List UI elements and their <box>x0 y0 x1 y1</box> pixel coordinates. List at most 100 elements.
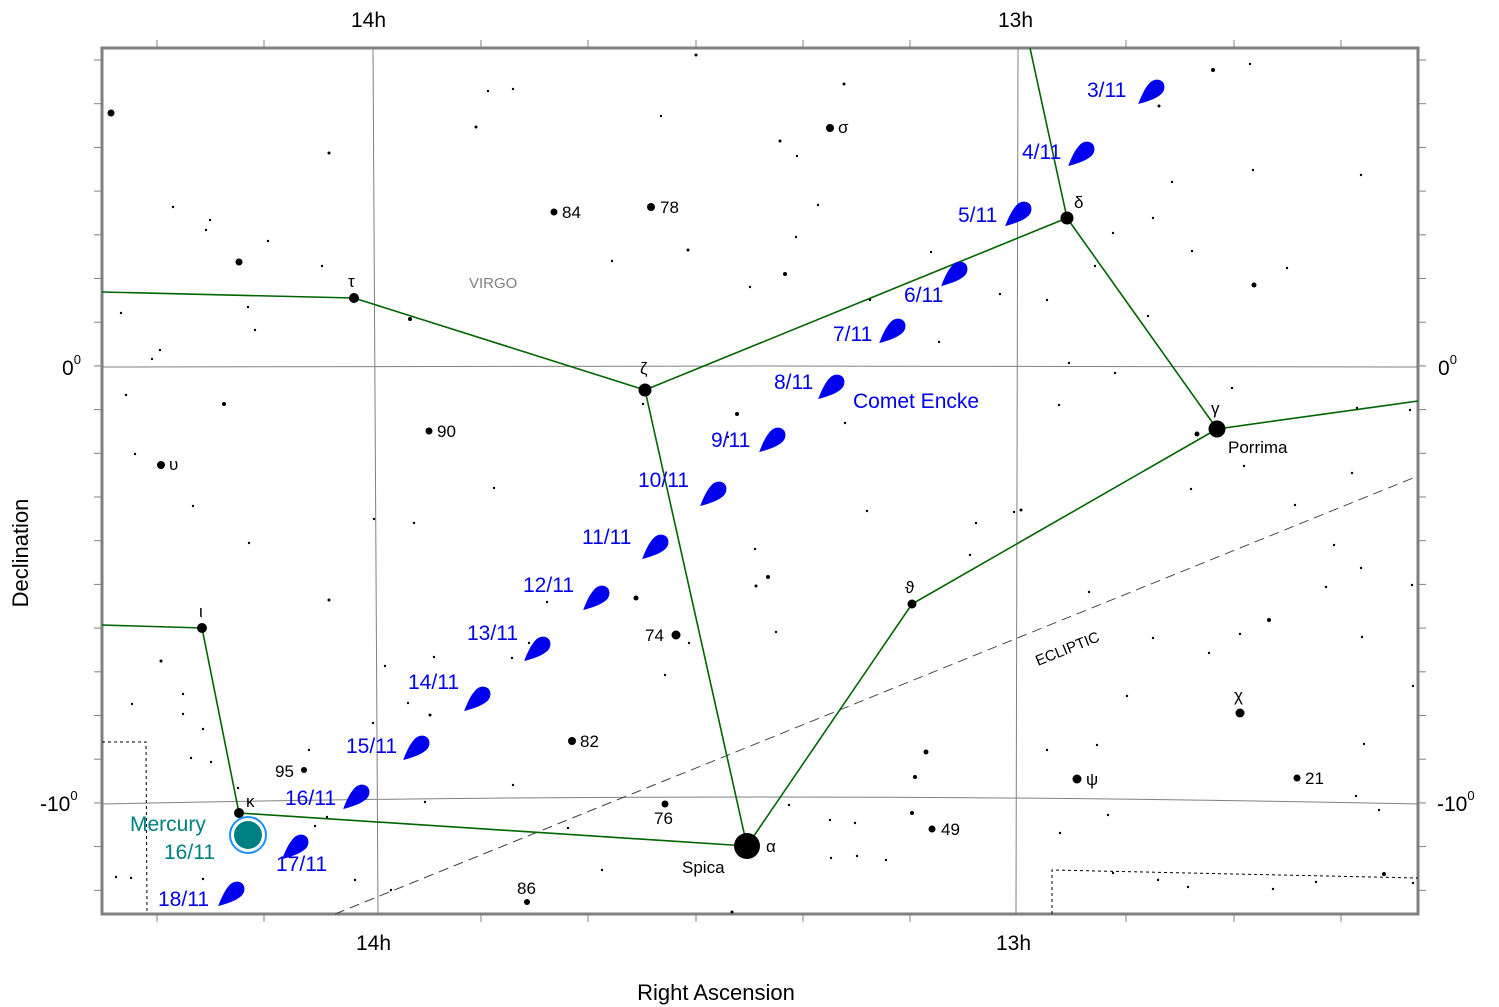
ra-label-14h-bottom: 14h <box>356 932 391 955</box>
field-star <box>1242 464 1246 468</box>
label-90: 90 <box>437 422 456 441</box>
comet-marker <box>1005 201 1032 227</box>
constellation-boundaries <box>102 741 1419 915</box>
field-star <box>1211 68 1215 72</box>
star-84 <box>550 208 558 216</box>
dec-label-0-right: 00 <box>1438 352 1457 380</box>
field-star <box>968 553 972 557</box>
field-star <box>1267 618 1271 622</box>
label-tau: τ <box>348 272 355 291</box>
label-delta: δ <box>1074 193 1083 212</box>
field-star <box>1194 431 1200 437</box>
comet-date-label: 8/11 <box>774 371 813 394</box>
label-76: 76 <box>654 809 673 828</box>
label-zeta: ζ <box>640 359 648 378</box>
field-star <box>527 641 531 645</box>
field-star <box>171 205 175 209</box>
star-psi <box>1072 774 1082 784</box>
field-star <box>1411 881 1415 885</box>
star-21 <box>1293 774 1301 782</box>
star-alpha <box>734 833 760 859</box>
field-star <box>1324 585 1328 589</box>
label-21: 21 <box>1305 769 1324 788</box>
field-star <box>600 868 604 872</box>
dec-grid-minus10 <box>101 796 1419 805</box>
label-chi: χ <box>1234 686 1243 705</box>
comet-date-label: 7/11 <box>833 323 872 346</box>
field-star <box>1156 878 1160 882</box>
label-porrima: Porrima <box>1228 438 1288 457</box>
chart-frame <box>100 46 1420 916</box>
field-star <box>1230 386 1234 390</box>
field-star <box>150 357 154 361</box>
comet-date-label: 17/11 <box>276 853 327 876</box>
field-star <box>633 595 639 601</box>
star-chi <box>1235 708 1245 718</box>
field-star <box>253 328 257 332</box>
field-star <box>923 749 929 755</box>
field-star <box>659 114 663 118</box>
comet-icon <box>524 636 551 662</box>
field-star <box>913 775 917 779</box>
field-star <box>828 818 832 822</box>
field-star <box>371 721 375 725</box>
boundary-left <box>102 741 148 915</box>
field-star <box>1045 748 1049 752</box>
star-78 <box>647 203 655 211</box>
comet-marker <box>1138 79 1165 105</box>
field-star <box>1106 813 1110 817</box>
field-star <box>766 575 770 579</box>
field-star <box>778 139 782 143</box>
dec-label-minus10-left: -100 <box>40 788 78 816</box>
star-iota <box>197 623 207 633</box>
comet-icon <box>282 834 309 860</box>
field-star <box>1410 583 1414 587</box>
ra-label-14h-top: 14h <box>351 9 386 32</box>
field-star <box>641 402 645 406</box>
field-star <box>191 504 195 508</box>
field-star <box>313 824 317 828</box>
comet-icon <box>1005 201 1032 227</box>
label-gamma: γ <box>1211 399 1220 418</box>
field-star <box>1408 408 1412 412</box>
dec-label-minus10-right: -100 <box>1437 788 1475 816</box>
line-zeta-alpha <box>644 389 748 847</box>
field-star <box>1111 871 1115 875</box>
field-star <box>307 748 311 752</box>
field-star <box>1293 503 1297 507</box>
comet-date-label: 10/11 <box>638 469 689 492</box>
field-star <box>884 858 888 862</box>
label-alpha: α <box>766 837 776 856</box>
label-82: 82 <box>580 732 599 751</box>
ra-label-13h-top: 13h <box>998 9 1033 32</box>
field-star <box>726 435 730 439</box>
field-star <box>1170 180 1174 184</box>
star-upsilon <box>157 461 165 469</box>
ra-grid-13h <box>1015 47 1019 915</box>
field-star <box>189 756 193 760</box>
field-star <box>686 248 690 252</box>
field-star <box>748 285 752 289</box>
comet-icon <box>941 261 968 287</box>
x-axis-title: Right Ascension <box>637 980 795 1005</box>
star-tau <box>349 293 359 303</box>
field-star <box>1189 487 1193 491</box>
field-star <box>663 673 667 677</box>
comet-icon <box>818 374 845 400</box>
field-star <box>1087 590 1091 594</box>
field-star <box>754 584 758 588</box>
comet-marker <box>759 427 786 453</box>
comet-icon <box>464 686 491 712</box>
field-star <box>1019 508 1023 512</box>
field-star <box>694 53 698 57</box>
comet-marker <box>403 735 430 761</box>
field-star <box>1111 231 1115 235</box>
field-star <box>181 692 185 696</box>
field-star <box>1355 406 1359 410</box>
star-theta <box>907 599 917 609</box>
comet-icon <box>759 427 786 453</box>
field-star <box>1362 742 1366 746</box>
field-star <box>816 203 820 207</box>
comet-name-label: Comet Encke <box>853 390 979 413</box>
